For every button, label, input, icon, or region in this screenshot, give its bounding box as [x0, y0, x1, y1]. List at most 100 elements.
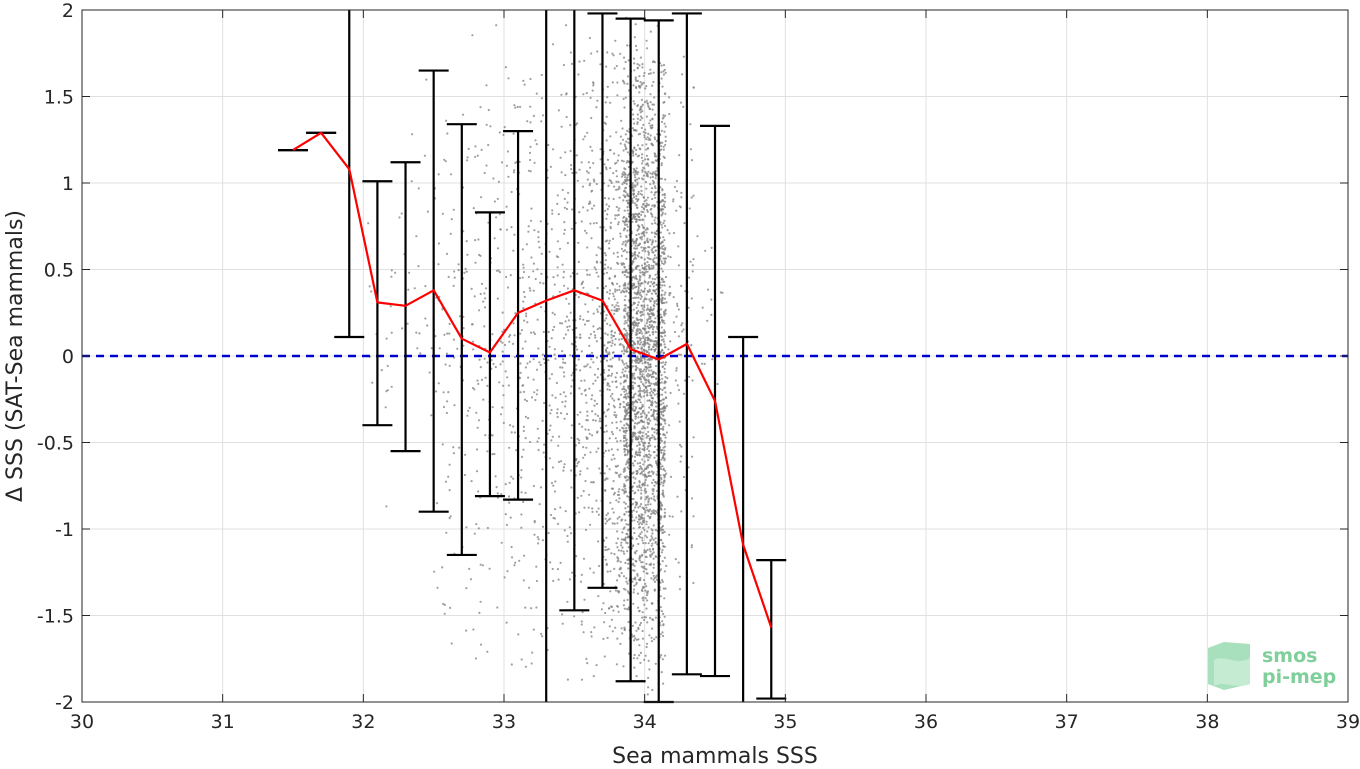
scatter-point-608 — [580, 161, 583, 164]
scatter-point-3861 — [655, 230, 658, 233]
scatter-point-1278 — [620, 549, 623, 552]
scatter-point-2936 — [627, 606, 631, 609]
scatter-point-160 — [466, 253, 469, 256]
scatter-point-3688 — [650, 297, 653, 300]
scatter-point-952 — [566, 412, 569, 416]
scatter-point-3921 — [646, 366, 649, 369]
scatter-point-3531 — [626, 159, 629, 163]
scatter-point-2623 — [646, 237, 649, 240]
scatter-point-3444 — [663, 459, 666, 462]
scatter-point-2982 — [625, 178, 628, 181]
scatter-point-2277 — [640, 380, 643, 384]
scatter-point-3262 — [622, 468, 626, 471]
scatter-point-2047 — [663, 130, 666, 133]
scatter-point-1148 — [619, 420, 622, 423]
scatter-point-3762 — [644, 228, 647, 231]
scatter-point-981 — [609, 590, 612, 593]
scatter-point-3268 — [642, 469, 645, 472]
scatter-point-2274 — [643, 287, 647, 290]
scatter-point-624 — [580, 678, 584, 681]
scatter-point-2504 — [640, 213, 643, 216]
scatter-point-876 — [560, 125, 563, 128]
scatter-point-129 — [465, 587, 468, 590]
scatter-point-3146 — [644, 266, 647, 269]
scatter-point-3077 — [634, 176, 637, 179]
scatter-point-2515 — [636, 454, 639, 457]
scatter-point-176 — [510, 545, 513, 549]
scatter-point-239 — [484, 434, 487, 437]
scatter-point-2801 — [662, 433, 665, 436]
scatter-point-771 — [583, 323, 587, 326]
scatter-point-195 — [516, 105, 519, 109]
scatter-point-3767 — [660, 381, 663, 384]
scatter-point-3073 — [626, 582, 629, 585]
scatter-point-297 — [510, 663, 513, 666]
scatter-point-3273 — [640, 347, 643, 350]
scatter-point-352 — [541, 114, 545, 117]
scatter-point-3306 — [636, 471, 639, 474]
scatter-point-575 — [554, 357, 557, 360]
scatter-point-106 — [466, 156, 469, 159]
scatter-point-2742 — [625, 321, 628, 324]
scatter-point-3277 — [648, 516, 652, 519]
scatter-point-3130 — [623, 501, 626, 504]
scatter-point-3698 — [641, 162, 644, 165]
scatter-point-3989 — [634, 215, 637, 218]
scatter-point-24 — [416, 347, 419, 350]
scatter-point-3204 — [645, 414, 648, 417]
scatter-point-3610 — [650, 358, 654, 361]
scatter-point-517 — [553, 508, 557, 511]
scatter-point-875 — [595, 340, 599, 343]
scatter-point-3078 — [623, 67, 626, 70]
scatter-point-3748 — [661, 226, 664, 229]
scatter-point-90 — [458, 315, 462, 318]
scatter-point-3904 — [643, 262, 646, 265]
scatter-point-229 — [505, 275, 508, 279]
scatter-point-2064 — [639, 389, 642, 392]
scatter-point-270 — [510, 226, 513, 229]
scatter-point-749 — [579, 333, 582, 336]
scatter-point-1893 — [625, 374, 629, 377]
scatter-point-57 — [445, 352, 448, 355]
scatter-point-2814 — [624, 536, 627, 539]
scatter-point-198 — [513, 355, 517, 359]
scatter-point-4007 — [677, 402, 680, 405]
scatter-point-3726 — [654, 240, 657, 243]
scatter-point-3374 — [654, 187, 657, 190]
scatter-point-180 — [508, 446, 511, 449]
scatter-point-670 — [563, 228, 566, 231]
scatter-point-3690 — [647, 245, 650, 249]
scatter-point-1617 — [638, 251, 641, 254]
scatter-point-3314 — [624, 270, 627, 273]
scatter-point-440 — [535, 368, 539, 371]
scatter-point-1422 — [652, 71, 655, 74]
scatter-point-3479 — [627, 403, 630, 407]
scatter-point-1869 — [655, 336, 658, 339]
scatter-point-3672 — [663, 284, 666, 287]
scatter-point-1706 — [651, 124, 654, 127]
scatter-point-3529 — [654, 339, 657, 343]
scatter-point-1145 — [616, 605, 620, 608]
scatter-point-2792 — [663, 530, 666, 534]
scatter-point-2147 — [653, 418, 656, 421]
scatter-point-748 — [578, 387, 581, 390]
scatter-point-1087 — [620, 119, 623, 122]
scatter-point-1487 — [645, 642, 649, 645]
scatter-point-11 — [371, 381, 374, 384]
scatter-point-962 — [563, 221, 566, 224]
scatter-point-1857 — [626, 225, 629, 228]
scatter-point-896 — [598, 564, 601, 568]
scatter-point-530 — [547, 143, 550, 147]
scatter-point-652 — [596, 414, 600, 417]
scatter-point-1045 — [608, 351, 611, 354]
scatter-point-4104 — [665, 472, 668, 475]
scatter-point-1152 — [621, 270, 625, 273]
scatter-point-2189 — [623, 607, 626, 610]
scatter-point-2909 — [631, 365, 635, 368]
scatter-point-2658 — [648, 122, 651, 125]
scatter-point-3312 — [661, 548, 664, 552]
scatter-point-2381 — [651, 688, 654, 692]
scatter-point-863 — [590, 52, 593, 55]
scatter-point-3137 — [640, 83, 643, 86]
